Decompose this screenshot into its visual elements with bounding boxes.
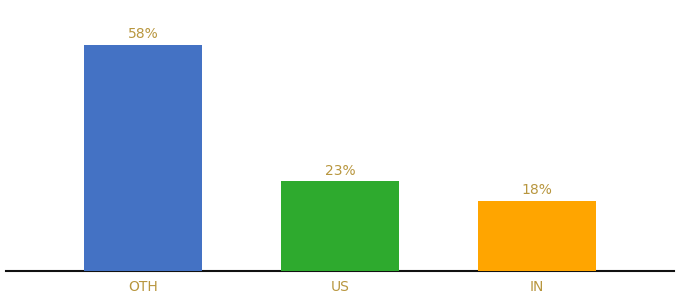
- Bar: [281, 181, 399, 271]
- Text: 58%: 58%: [128, 27, 158, 41]
- Bar: [478, 200, 596, 271]
- Bar: [84, 45, 202, 271]
- Text: 18%: 18%: [522, 183, 552, 197]
- Text: 23%: 23%: [324, 164, 356, 178]
